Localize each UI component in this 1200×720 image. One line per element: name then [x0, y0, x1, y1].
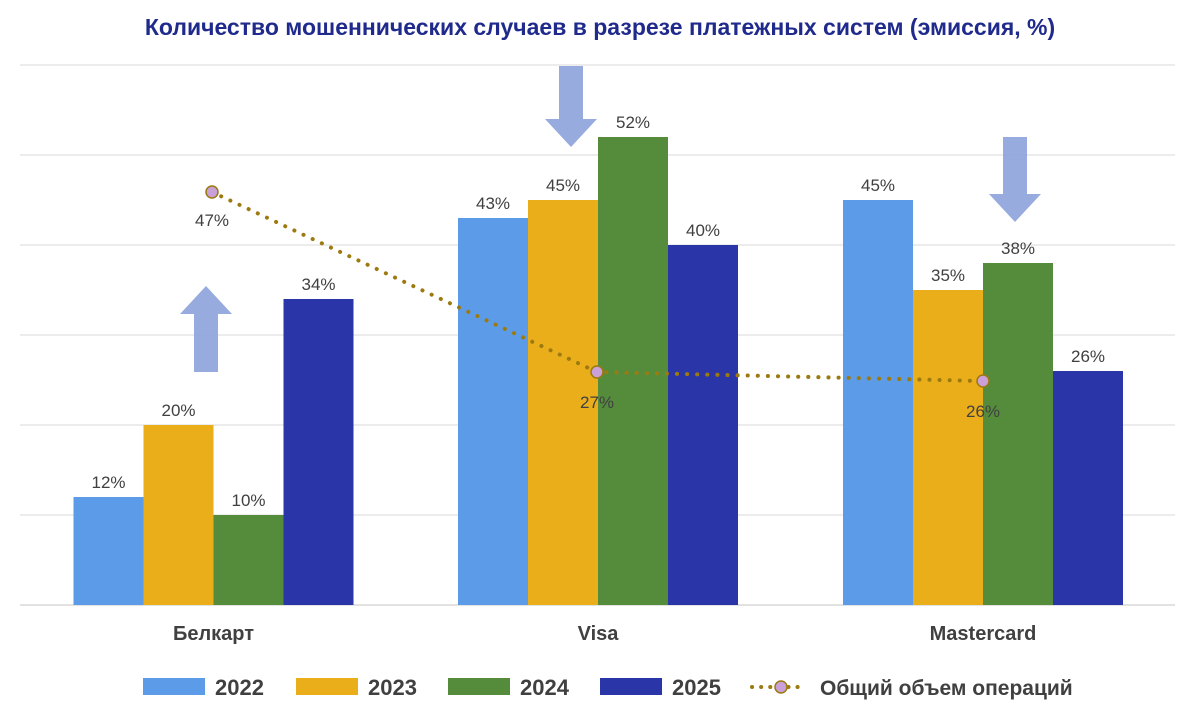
legend-swatch-2023	[296, 678, 358, 695]
data-label: 43%	[476, 194, 510, 213]
legend-label: 2022	[215, 675, 264, 700]
bar-2025	[283, 299, 354, 605]
data-label: 20%	[161, 401, 195, 420]
data-label: 52%	[616, 113, 650, 132]
legend-label: 2024	[520, 675, 570, 700]
data-label: 34%	[301, 275, 335, 294]
arrow-down-icon	[989, 137, 1041, 222]
bar-2025	[668, 245, 738, 605]
bar-2025	[1053, 371, 1123, 605]
data-label: 38%	[1001, 239, 1035, 258]
data-label: 45%	[546, 176, 580, 195]
bar-2023	[913, 290, 983, 605]
data-label: 10%	[231, 491, 265, 510]
legend-label: Общий объем операций	[820, 677, 1073, 700]
bar-2023	[528, 200, 598, 605]
data-label: 35%	[931, 266, 965, 285]
bar-2024	[598, 137, 668, 605]
category-label: Visa	[578, 623, 620, 645]
bar-2024	[983, 263, 1053, 605]
legend-swatch-2025	[600, 678, 662, 695]
category-label: Mastercard	[930, 623, 1037, 645]
line-marker	[590, 365, 604, 379]
legend-label: 2023	[368, 675, 417, 700]
line-label: 47%	[195, 211, 229, 230]
data-label: 45%	[861, 176, 895, 195]
line-marker	[205, 185, 219, 199]
legend-label: 2025	[672, 675, 721, 700]
category-label: Белкарт	[173, 623, 254, 645]
data-label: 26%	[1071, 347, 1105, 366]
line-label: 27%	[580, 393, 614, 412]
bar-2022	[73, 497, 144, 605]
legend-swatch-2022	[143, 678, 205, 695]
arrow-up-icon	[180, 286, 232, 372]
bar-2024	[213, 515, 284, 605]
data-label: 40%	[686, 221, 720, 240]
legend-swatch-2024	[448, 678, 510, 695]
bar-2023	[143, 425, 214, 605]
bar-2022	[458, 218, 528, 605]
line-marker	[976, 374, 990, 388]
arrow-down-icon	[545, 66, 597, 147]
chart-title: Количество мошеннических случаев в разре…	[144, 14, 1056, 40]
legend-marker	[774, 680, 788, 694]
data-label: 12%	[91, 473, 125, 492]
bar-2022	[843, 200, 913, 605]
line-label: 26%	[966, 402, 1000, 421]
